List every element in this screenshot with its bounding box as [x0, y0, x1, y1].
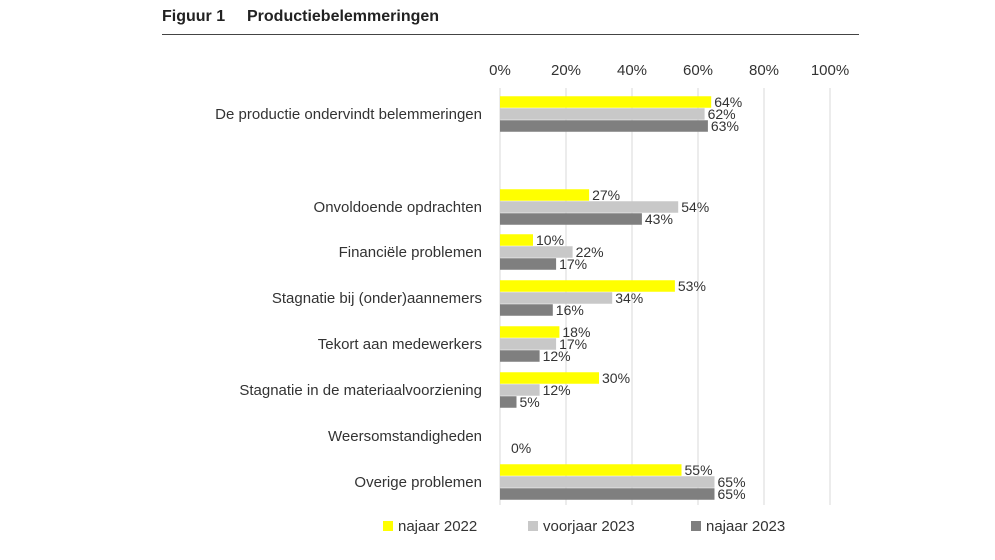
- data-label: 54%: [681, 199, 709, 215]
- data-label: 5%: [520, 394, 540, 410]
- data-label: 64%: [714, 94, 742, 110]
- bar: [500, 464, 682, 476]
- data-label: 43%: [645, 211, 673, 227]
- legend-swatch: [528, 521, 538, 531]
- data-label: 27%: [592, 187, 620, 203]
- x-tick-label: 0%: [489, 62, 511, 79]
- data-label: 12%: [543, 348, 571, 364]
- figure-title: Productiebelemmeringen: [247, 8, 440, 25]
- x-tick-label: 80%: [749, 62, 779, 79]
- data-label: 55%: [685, 462, 713, 478]
- category-label: Overige problemen: [354, 474, 482, 491]
- bar: [500, 304, 553, 316]
- data-label: 10%: [536, 232, 564, 248]
- bar: [500, 338, 557, 350]
- legend-label: voorjaar 2023: [543, 518, 635, 535]
- bar: [500, 120, 708, 132]
- figure-header: Figuur 1 Productiebelemmeringen: [162, 8, 859, 35]
- figure-label: Figuur 1: [162, 8, 226, 25]
- category-label: Financiële problemen: [339, 244, 482, 261]
- category-labels: De productie ondervindt belemmeringen Onv…: [215, 106, 482, 491]
- data-label: 17%: [559, 336, 587, 352]
- data-label: 65%: [718, 474, 746, 490]
- bar: [500, 108, 705, 120]
- data-labels: 64%27%10%53%18%30%55%62%54%22%34%17%12%6…: [511, 94, 746, 502]
- data-label: 62%: [708, 106, 736, 122]
- data-label: 30%: [602, 370, 630, 386]
- bars: [500, 96, 715, 500]
- bar: [500, 258, 557, 270]
- data-label: 53%: [678, 278, 706, 294]
- x-tick-label: 20%: [551, 62, 581, 79]
- bar: [500, 292, 613, 304]
- bar: [500, 372, 599, 384]
- bar: [500, 189, 590, 201]
- category-label: Weersomstandigheden: [328, 428, 482, 445]
- bar: [500, 326, 560, 338]
- data-label: 12%: [543, 382, 571, 398]
- legend-label: najaar 2023: [706, 518, 785, 535]
- legend-swatch: [691, 521, 701, 531]
- category-label: Stagnatie in de materiaalvoorziening: [239, 382, 482, 399]
- data-label: 34%: [615, 290, 643, 306]
- category-label: Tekort aan medewerkers: [318, 336, 482, 353]
- bar: [500, 234, 533, 246]
- category-label: Stagnatie bij (onder)aannemers: [272, 290, 482, 307]
- bar: [500, 280, 675, 292]
- x-tick-label: 40%: [617, 62, 647, 79]
- legend-swatch: [383, 521, 393, 531]
- bar: [500, 350, 540, 362]
- bar: [500, 488, 715, 500]
- bar: [500, 213, 642, 225]
- bar: [500, 201, 679, 213]
- data-label: 16%: [556, 302, 584, 318]
- bar: [500, 246, 573, 258]
- data-label: 22%: [576, 244, 604, 260]
- legend-label: najaar 2022: [398, 518, 477, 535]
- data-label: 18%: [562, 324, 590, 340]
- bar: [500, 384, 540, 396]
- data-label: 17%: [559, 256, 587, 272]
- x-tick-label: 60%: [683, 62, 713, 79]
- bar: [500, 96, 712, 108]
- bar: [500, 396, 517, 408]
- data-label: 65%: [718, 486, 746, 502]
- x-axis-ticks: 0% 20% 40% 60% 80% 100%: [489, 62, 849, 79]
- data-label: 63%: [711, 118, 739, 134]
- category-label: Onvoldoende opdrachten: [314, 199, 482, 216]
- x-tick-label: 100%: [811, 62, 849, 79]
- category-label: De productie ondervindt belemmeringen: [215, 106, 482, 123]
- legend: najaar 2022 voorjaar 2023 najaar 2023: [383, 518, 785, 535]
- data-label: 0%: [511, 440, 531, 456]
- bar: [500, 476, 715, 488]
